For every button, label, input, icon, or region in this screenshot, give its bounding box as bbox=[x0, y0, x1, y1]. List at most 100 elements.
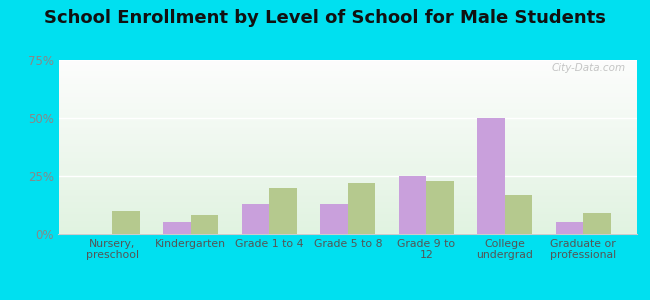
Bar bbox=[58, 152, 637, 153]
Bar bbox=[58, 232, 637, 233]
Bar bbox=[58, 207, 637, 208]
Bar bbox=[58, 178, 637, 179]
Bar bbox=[58, 200, 637, 201]
Bar bbox=[583, 213, 611, 234]
Bar bbox=[58, 216, 637, 217]
Bar bbox=[58, 61, 637, 62]
Bar bbox=[58, 140, 637, 141]
Bar bbox=[58, 106, 637, 107]
Bar bbox=[58, 86, 637, 87]
Bar bbox=[58, 142, 637, 143]
Bar bbox=[58, 233, 637, 234]
Bar bbox=[58, 128, 637, 129]
Bar bbox=[58, 174, 637, 175]
Bar bbox=[58, 177, 637, 178]
Bar bbox=[58, 199, 637, 200]
Bar bbox=[58, 149, 637, 150]
Bar bbox=[58, 78, 637, 79]
Bar bbox=[58, 220, 637, 221]
Bar bbox=[58, 208, 637, 209]
Bar bbox=[58, 143, 637, 144]
Bar bbox=[58, 210, 637, 211]
Bar bbox=[58, 189, 637, 190]
Bar bbox=[58, 156, 637, 157]
Bar bbox=[556, 222, 583, 234]
Bar bbox=[58, 98, 637, 99]
Bar bbox=[58, 159, 637, 160]
Bar bbox=[58, 161, 637, 162]
Bar bbox=[58, 170, 637, 171]
Bar bbox=[58, 213, 637, 214]
Bar bbox=[58, 226, 637, 227]
Bar bbox=[58, 120, 637, 121]
Text: School Enrollment by Level of School for Male Students: School Enrollment by Level of School for… bbox=[44, 9, 606, 27]
Bar bbox=[58, 81, 637, 82]
Bar bbox=[58, 150, 637, 151]
Bar bbox=[58, 183, 637, 184]
Bar bbox=[58, 155, 637, 156]
Bar bbox=[58, 60, 637, 61]
Bar bbox=[58, 69, 637, 70]
Bar bbox=[58, 160, 637, 161]
Bar bbox=[58, 135, 637, 136]
Bar bbox=[58, 82, 637, 83]
Bar bbox=[58, 176, 637, 177]
Bar bbox=[58, 194, 637, 195]
Bar bbox=[58, 175, 637, 176]
Bar bbox=[58, 119, 637, 120]
Bar bbox=[58, 96, 637, 97]
Bar bbox=[58, 136, 637, 137]
Bar bbox=[58, 186, 637, 187]
Bar bbox=[58, 157, 637, 158]
Bar bbox=[58, 138, 637, 139]
Bar bbox=[58, 125, 637, 126]
Bar bbox=[58, 144, 637, 145]
Bar bbox=[58, 84, 637, 85]
Bar bbox=[58, 94, 637, 95]
Bar bbox=[58, 168, 637, 169]
Bar bbox=[58, 132, 637, 133]
Bar bbox=[320, 204, 348, 234]
Bar bbox=[58, 122, 637, 123]
Bar bbox=[58, 100, 637, 101]
Bar bbox=[58, 92, 637, 93]
Bar bbox=[58, 151, 637, 152]
Bar bbox=[58, 133, 637, 134]
Bar bbox=[58, 206, 637, 207]
Bar bbox=[58, 105, 637, 106]
Bar bbox=[58, 148, 637, 149]
Bar bbox=[58, 109, 637, 110]
Bar bbox=[58, 121, 637, 122]
Bar bbox=[348, 183, 375, 234]
Bar bbox=[58, 204, 637, 205]
Bar bbox=[58, 193, 637, 194]
Bar bbox=[58, 195, 637, 196]
Bar bbox=[58, 209, 637, 210]
Bar bbox=[58, 162, 637, 163]
Bar bbox=[58, 87, 637, 88]
Bar bbox=[58, 93, 637, 94]
Bar bbox=[58, 137, 637, 138]
Bar bbox=[58, 201, 637, 202]
Bar bbox=[269, 188, 297, 234]
Bar bbox=[58, 146, 637, 147]
Bar bbox=[58, 169, 637, 170]
Bar bbox=[58, 126, 637, 127]
Bar bbox=[58, 110, 637, 111]
Bar bbox=[58, 95, 637, 96]
Bar bbox=[58, 182, 637, 183]
Bar bbox=[58, 225, 637, 226]
Bar bbox=[58, 224, 637, 225]
Bar bbox=[58, 83, 637, 84]
Bar bbox=[58, 231, 637, 232]
Bar bbox=[58, 62, 637, 63]
Bar bbox=[58, 97, 637, 98]
Bar bbox=[58, 99, 637, 100]
Bar bbox=[58, 90, 637, 91]
Bar bbox=[58, 179, 637, 180]
Bar bbox=[58, 116, 637, 117]
Bar bbox=[58, 214, 637, 215]
Bar bbox=[58, 211, 637, 212]
Bar bbox=[58, 205, 637, 206]
Bar bbox=[58, 185, 637, 186]
